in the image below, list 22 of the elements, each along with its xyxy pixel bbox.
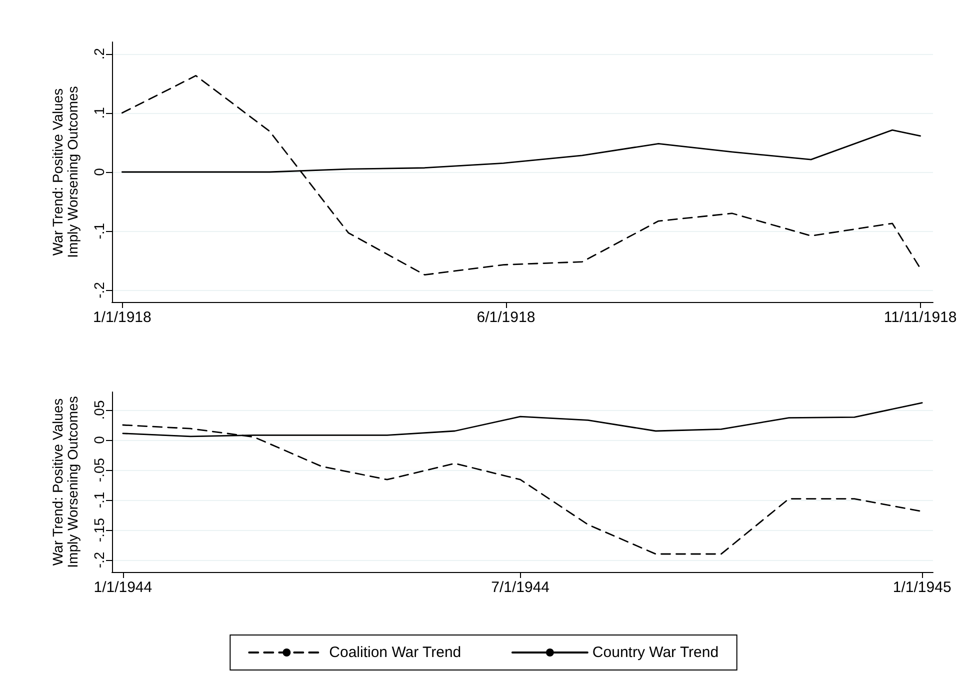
y-tick-label: -.15 <box>91 518 107 542</box>
x-tick-label: 11/11/1918 <box>884 309 957 326</box>
y-tick-label: -.2 <box>91 552 107 568</box>
y-tick-label: -.05 <box>91 458 107 482</box>
y-tick-label: -.2 <box>91 282 107 298</box>
y-axis-title: War Trend: Positive Values Imply Worsening Outcomes <box>50 396 80 568</box>
y-tick-label: .1 <box>91 106 107 119</box>
x-tick-label: 1/1/1945 <box>892 579 952 596</box>
line-series <box>121 74 921 276</box>
y-tick-label: -.1 <box>91 222 107 240</box>
y-axis-title: War Trend: Positive Values Imply Worsening Outcomes <box>50 86 80 258</box>
legend-label: Coalition War Trend <box>329 644 462 661</box>
x-tick-label: 1/1/1944 <box>94 579 152 596</box>
x-tick-label: 6/1/1918 <box>476 309 536 326</box>
y-tick-label: -.1 <box>91 492 107 508</box>
legend-label: Country War Trend <box>592 644 719 661</box>
x-tick-label: 1/1/1918 <box>92 309 152 326</box>
y-tick-label: 0 <box>91 168 107 176</box>
y-tick-label: 0 <box>91 436 107 444</box>
y-tick-label: .2 <box>91 48 107 60</box>
y-tick-label: .05 <box>91 400 107 420</box>
x-tick-label: 7/1/1944 <box>491 579 550 596</box>
